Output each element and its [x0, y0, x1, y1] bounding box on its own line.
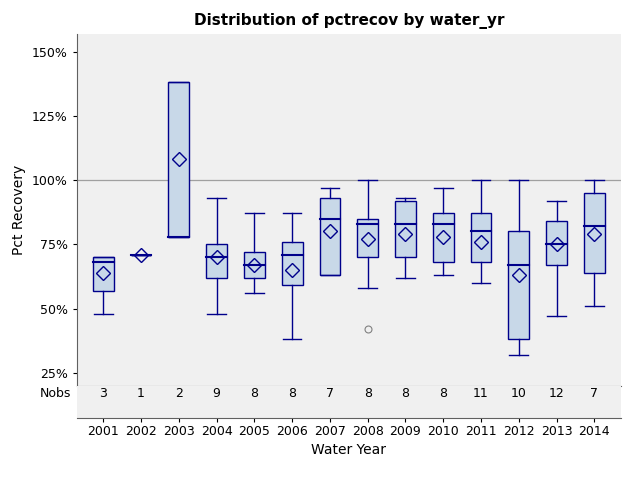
Bar	[206, 244, 227, 278]
Bar	[508, 231, 529, 339]
Text: 10: 10	[511, 387, 527, 400]
Bar	[433, 214, 454, 262]
Bar	[93, 257, 114, 290]
Bar	[357, 218, 378, 257]
Text: 11: 11	[473, 387, 489, 400]
Bar	[546, 221, 567, 265]
Text: 8: 8	[288, 387, 296, 400]
Text: Nobs: Nobs	[40, 387, 72, 400]
Bar	[584, 193, 605, 273]
Bar	[395, 201, 416, 257]
Text: 3: 3	[99, 387, 107, 400]
Bar	[244, 252, 265, 278]
Text: 7: 7	[590, 387, 598, 400]
Text: 12: 12	[548, 387, 564, 400]
Text: 9: 9	[212, 387, 221, 400]
Text: 8: 8	[401, 387, 410, 400]
Y-axis label: Pct Recovery: Pct Recovery	[12, 165, 26, 255]
Text: 8: 8	[364, 387, 372, 400]
Bar	[470, 214, 492, 262]
Text: 1: 1	[137, 387, 145, 400]
Bar	[319, 198, 340, 275]
Bar	[282, 242, 303, 286]
Text: 7: 7	[326, 387, 334, 400]
Text: 8: 8	[250, 387, 259, 400]
Text: 8: 8	[439, 387, 447, 400]
X-axis label: Water Year: Water Year	[311, 443, 387, 457]
Text: 2: 2	[175, 387, 183, 400]
Bar	[168, 83, 189, 237]
Title: Distribution of pctrecov by water_yr: Distribution of pctrecov by water_yr	[193, 13, 504, 29]
